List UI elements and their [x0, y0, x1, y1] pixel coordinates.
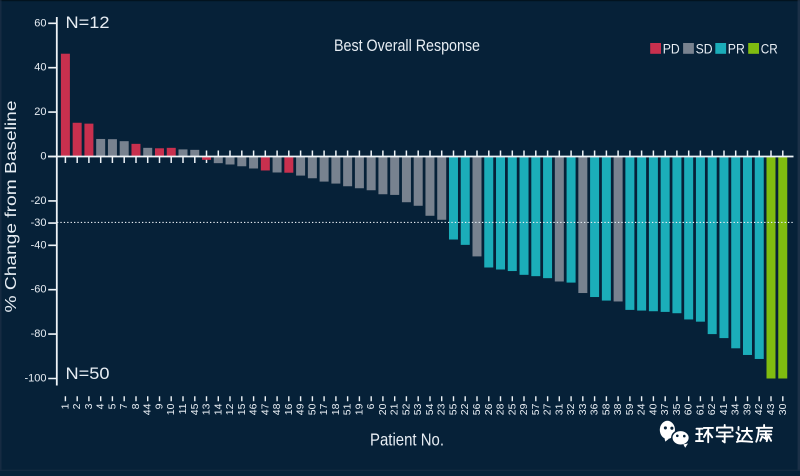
svg-text:62: 62 [706, 403, 718, 415]
svg-text:12: 12 [224, 403, 236, 415]
svg-text:41: 41 [718, 403, 730, 415]
svg-text:8: 8 [130, 403, 142, 409]
svg-text:4: 4 [95, 403, 107, 409]
svg-text:7: 7 [118, 403, 130, 409]
svg-text:52: 52 [400, 403, 412, 415]
svg-text:25: 25 [506, 403, 518, 415]
svg-text:6: 6 [365, 403, 377, 409]
svg-text:1: 1 [59, 403, 71, 409]
svg-text:26: 26 [483, 403, 495, 415]
svg-text:42: 42 [753, 403, 765, 415]
svg-text:60: 60 [34, 17, 46, 29]
svg-text:-30: -30 [31, 217, 47, 229]
svg-text:39: 39 [742, 403, 754, 415]
svg-text:PR: PR [728, 42, 745, 57]
svg-text:20: 20 [377, 403, 389, 415]
svg-text:17: 17 [318, 403, 330, 415]
svg-text:46: 46 [248, 403, 260, 415]
svg-text:-60: -60 [31, 284, 47, 296]
svg-text:50: 50 [306, 403, 318, 415]
svg-text:33: 33 [577, 403, 589, 415]
svg-text:13: 13 [201, 403, 213, 415]
svg-text:45: 45 [189, 403, 201, 415]
svg-text:40: 40 [647, 403, 659, 415]
svg-text:18: 18 [330, 403, 342, 415]
svg-text:-80: -80 [31, 328, 47, 340]
svg-text:44: 44 [142, 403, 154, 415]
svg-text:47: 47 [259, 403, 271, 415]
svg-text:21: 21 [389, 403, 401, 415]
svg-text:Patient No.: Patient No. [370, 430, 444, 450]
svg-text:-40: -40 [31, 239, 47, 251]
svg-text:3: 3 [83, 403, 95, 409]
svg-text:27: 27 [542, 403, 554, 415]
svg-text:5: 5 [106, 403, 118, 409]
svg-text:59: 59 [624, 403, 636, 415]
svg-text:53: 53 [412, 403, 424, 415]
svg-text:9: 9 [154, 403, 166, 409]
svg-text:23: 23 [436, 403, 448, 415]
svg-text:CR: CR [761, 42, 778, 57]
svg-text:37: 37 [659, 403, 671, 415]
svg-text:N=50: N=50 [66, 365, 110, 383]
svg-text:31: 31 [553, 403, 565, 415]
svg-text:56: 56 [471, 403, 483, 415]
svg-text:20: 20 [34, 106, 46, 118]
svg-text:22: 22 [459, 403, 471, 415]
svg-text:11: 11 [177, 403, 189, 414]
svg-text:0: 0 [40, 151, 46, 163]
svg-text:PD: PD [663, 42, 680, 57]
svg-text:28: 28 [495, 403, 507, 415]
svg-text:48: 48 [271, 403, 283, 415]
svg-text:N=12: N=12 [66, 14, 110, 32]
svg-text:-100: -100 [24, 373, 46, 385]
svg-text:-20: -20 [31, 195, 47, 207]
svg-text:29: 29 [518, 403, 530, 415]
svg-text:57: 57 [530, 403, 542, 415]
svg-text:54: 54 [424, 403, 436, 415]
svg-text:19: 19 [353, 403, 365, 415]
svg-text:15: 15 [236, 403, 248, 415]
svg-text:36: 36 [589, 403, 601, 415]
svg-text:2: 2 [71, 403, 83, 409]
svg-text:35: 35 [671, 403, 683, 415]
svg-text:38: 38 [612, 403, 624, 415]
svg-text:55: 55 [448, 403, 460, 415]
svg-text:24: 24 [636, 403, 648, 415]
svg-text:16: 16 [283, 403, 295, 415]
svg-text:SD: SD [696, 42, 713, 57]
svg-text:34: 34 [730, 403, 742, 415]
svg-text:30: 30 [777, 403, 789, 415]
svg-text:% Change from Baseline: % Change from Baseline [3, 100, 20, 312]
svg-text:40: 40 [34, 62, 46, 74]
svg-text:Best Overall Response: Best Overall Response [334, 36, 480, 55]
svg-text:14: 14 [212, 403, 224, 415]
svg-text:49: 49 [295, 403, 307, 415]
svg-text:60: 60 [683, 403, 695, 415]
svg-text:61: 61 [694, 403, 706, 415]
svg-text:10: 10 [165, 403, 177, 415]
svg-text:58: 58 [600, 403, 612, 415]
svg-text:43: 43 [765, 403, 777, 415]
svg-text:51: 51 [342, 403, 354, 415]
svg-text:32: 32 [565, 403, 577, 415]
